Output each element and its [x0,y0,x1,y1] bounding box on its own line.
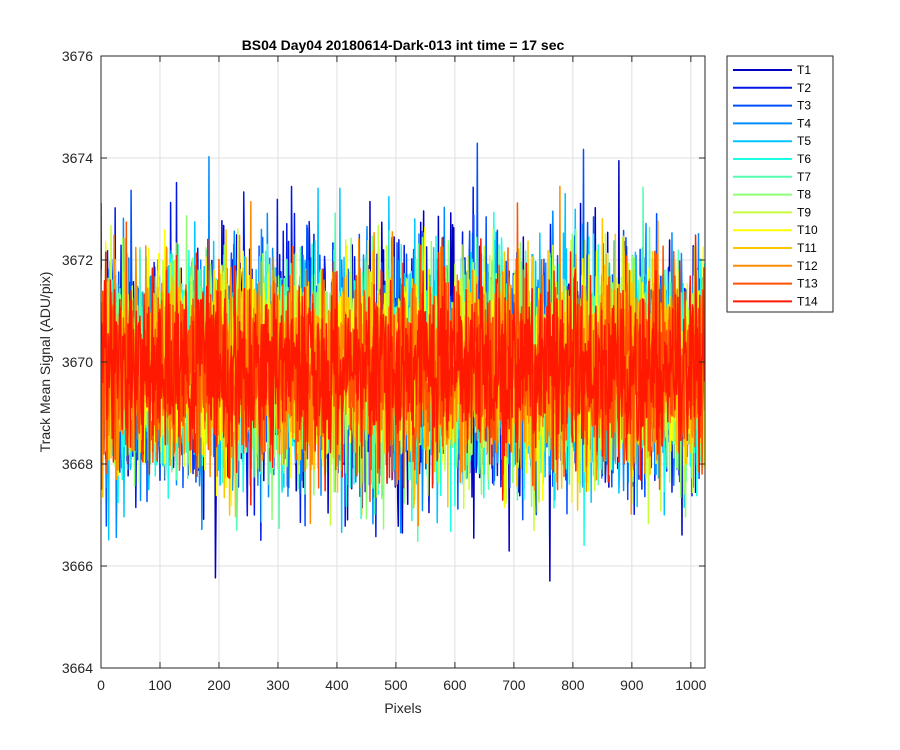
legend-label-t10: T10 [797,223,818,237]
chart-title: BS04 Day04 20180614-Dark-013 int time = … [242,37,565,53]
x-tick-label: 700 [502,677,526,693]
legend-label-t13: T13 [797,277,818,291]
y-axis: 3664 3666 3668 3670 3672 3674 3676 [62,48,705,676]
y-axis-label: Track Mean Signal (ADU/pix) [37,272,53,453]
x-axis-label: Pixels [384,700,421,716]
x-tick-label: 0 [97,677,105,693]
legend-label-t2: T2 [797,81,811,95]
x-axis: 0 100 200 300 400 500 600 700 800 900 1000 [97,56,707,693]
x-tick-label: 100 [148,677,172,693]
legend-label-t14: T14 [797,294,818,308]
legend-label-t6: T6 [797,152,811,166]
x-tick-label: 900 [620,677,644,693]
y-tick-label: 3676 [62,48,93,64]
legend-label-t4: T4 [797,116,811,130]
x-tick-label: 300 [266,677,290,693]
series-line-t14 [101,234,705,506]
x-tick-label: 500 [384,677,408,693]
legend-label-t3: T3 [797,99,811,113]
x-tick-label: 600 [443,677,467,693]
y-tick-label: 3664 [62,660,93,676]
legend-label-t11: T11 [797,241,817,255]
legend-label-t12: T12 [797,259,818,273]
x-tick-label: 200 [207,677,231,693]
x-tick-label: 1000 [675,677,706,693]
legend-label-t8: T8 [797,188,811,202]
legend-label-t5: T5 [797,134,811,148]
legend-box [726,55,834,313]
x-tick-label: 400 [325,677,349,693]
y-tick-label: 3674 [62,150,93,166]
y-tick-label: 3672 [62,252,93,268]
x-tick-label: 800 [561,677,585,693]
legend-label-t1: T1 [797,63,811,77]
legend: T1 T2 T3 T4 T5 T6 T7 T8 T9 T10 T11 T12 T13 T14 [726,55,834,313]
y-tick-label: 3668 [62,456,93,472]
legend-label-t7: T7 [797,170,811,184]
series-lines [101,142,705,582]
legend-label-t9: T9 [797,205,811,219]
y-tick-label: 3666 [62,558,93,574]
y-tick-label: 3670 [62,354,93,370]
